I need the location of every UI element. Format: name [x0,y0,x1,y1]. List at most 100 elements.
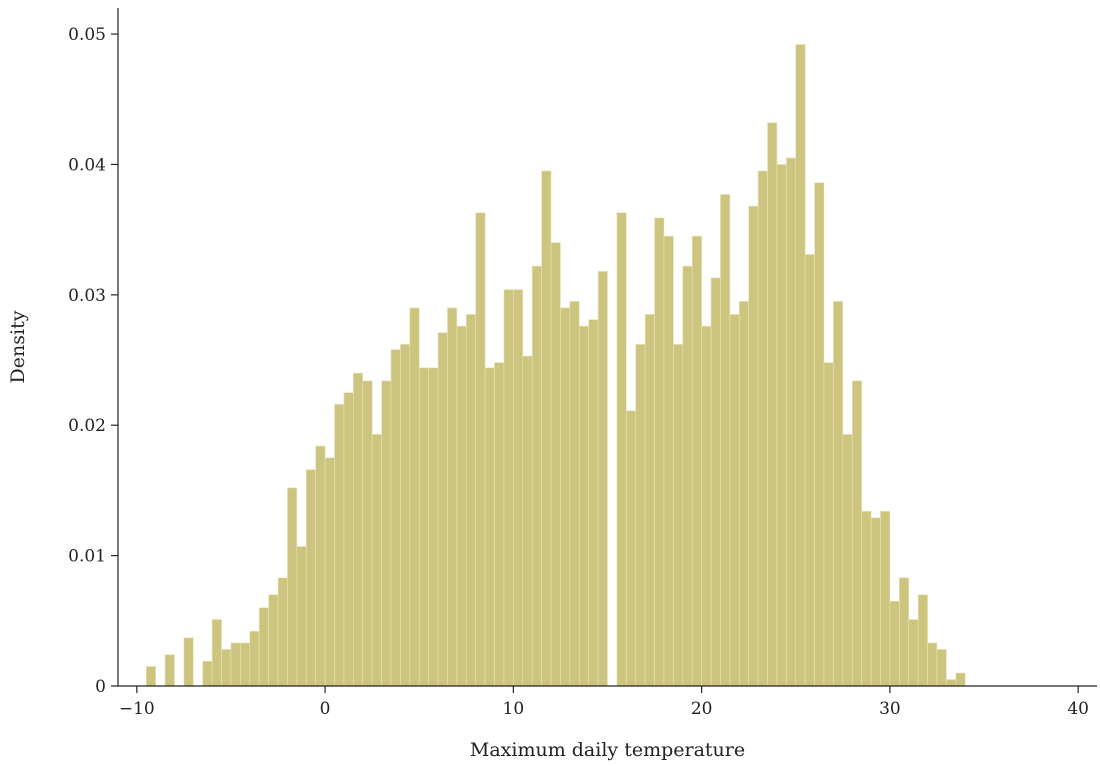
histogram-bar [889,600,900,687]
histogram-bar [503,289,514,687]
y-tick-label: 0.03 [68,286,106,306]
histogram-bar [240,642,251,687]
histogram-bar [663,235,674,687]
histogram-bar [616,212,627,687]
histogram-bar [522,355,533,687]
histogram-bar [221,649,232,687]
histogram-bar [861,510,872,687]
histogram-bar [324,457,335,687]
histogram-bar [531,265,542,687]
x-tick-label: −10 [119,699,155,719]
histogram-bar [305,469,316,687]
histogram-bar [644,314,655,687]
axes-group: −10 0 10 20 30 40 0 0.01 0.02 0.03 0.04 0.05 [68,8,1097,719]
histogram-bar [569,301,580,687]
histogram-bar [183,637,194,687]
histogram-bar [899,577,910,687]
x-tick-label: 30 [879,699,901,719]
histogram-bar [738,301,750,687]
histogram-bar [465,314,477,687]
histogram-bar [776,164,787,687]
histogram-bar [541,170,552,687]
histogram-bar [870,517,881,687]
histogram-bar [277,577,288,687]
y-tick-label: 0 [95,677,106,697]
histogram-bar [748,205,759,687]
histogram-bar [814,182,825,687]
histogram-bar [673,344,684,687]
histogram-bar [315,445,326,687]
histogram-bar [353,372,364,687]
histogram-bar [550,242,561,687]
y-tick-label: 0.01 [68,547,106,567]
histogram-bar [597,271,608,687]
histogram-bar [475,212,486,687]
histogram-bar [946,679,957,687]
histogram-bar [936,649,947,687]
bars-group [145,44,966,687]
y-tick-label: 0.04 [68,155,106,175]
histogram-bar [428,367,439,687]
histogram-bar [145,666,156,687]
histogram-bar [409,307,420,687]
histogram-bar [880,510,891,687]
histogram-bar [682,265,693,687]
histogram-bar [371,434,382,687]
histogram-bar [654,217,665,687]
histogram-bar [795,44,806,687]
histogram-bar [588,319,599,687]
histogram-bar [164,654,175,687]
histogram-bar [400,344,411,687]
histogram-bar [955,672,966,687]
histogram-bar [635,344,646,687]
histogram-bar [230,642,241,687]
histogram-bar [908,619,919,687]
histogram-bar [494,362,505,687]
histogram-bar [381,380,392,687]
x-tick-label: 0 [320,699,331,719]
histogram-bar [757,170,768,687]
x-tick-label: 20 [691,699,713,719]
histogram-bar [833,301,844,687]
histogram-bar [296,546,307,687]
histogram-bar [691,235,702,687]
y-axis-title: Density [7,310,29,383]
histogram-bar [484,367,495,687]
histogram-bar [729,314,740,687]
histogram-bar [437,332,448,687]
histogram-bar [560,307,571,687]
histogram-bar [258,607,269,687]
histogram-bar [842,434,853,687]
histogram-bar [710,277,721,687]
histogram-bar [720,194,731,687]
x-axis-title: Maximum daily temperature [470,739,745,761]
y-tick-label: 0.05 [68,25,106,45]
histogram-bar [804,254,815,687]
histogram-bar [786,157,797,687]
histogram-bar [447,307,458,687]
histogram-bar [211,619,222,687]
histogram-bar [927,642,938,687]
histogram-bar [513,289,524,687]
histogram-bar [268,594,279,687]
histogram-bar [202,660,213,687]
y-tick-label: 0.02 [68,416,106,436]
histogram-bar [917,594,928,687]
histogram-bar [249,630,260,687]
x-tick-label: 10 [503,699,525,719]
histogram-bar [823,362,834,687]
histogram-bar [390,349,401,687]
histogram-bar [767,122,778,687]
histogram-bar [343,392,354,687]
histogram-bar [626,410,637,687]
x-tick-label: 40 [1067,699,1089,719]
histogram-bar [851,380,862,687]
histogram-bar [578,325,589,687]
histogram-bar [362,380,373,687]
histogram-bar [701,325,712,687]
histogram-bar [287,487,298,687]
histogram-bar [456,325,467,687]
histogram-bar [334,404,345,687]
